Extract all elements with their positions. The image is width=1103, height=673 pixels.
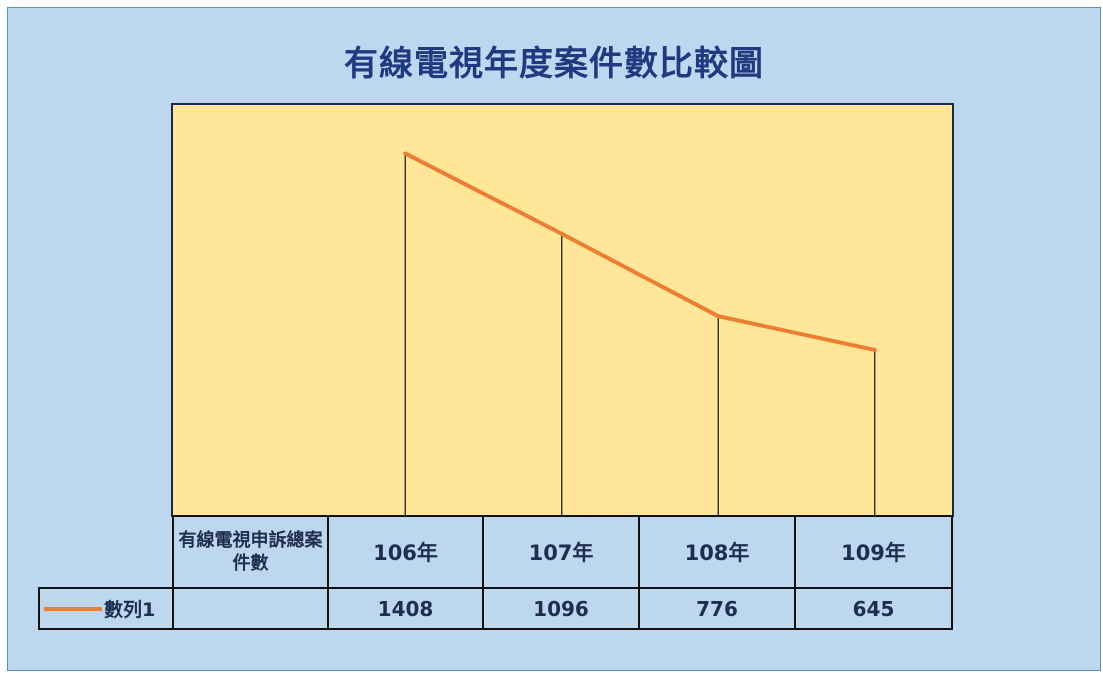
legend-cell: 數列1: [38, 587, 174, 630]
data-point: [716, 314, 721, 319]
category-cell: 109年: [794, 515, 953, 589]
category-label: 109年: [841, 541, 906, 565]
value-label: 776: [696, 596, 738, 621]
category-label: 108年: [684, 541, 750, 565]
chart-title: 有線電視年度案件數比較圖: [344, 44, 764, 84]
value-label: 1096: [533, 596, 589, 621]
row-header-cell: 有線電視申訴總案件數: [172, 515, 329, 589]
category-cell: 108年: [638, 515, 796, 589]
category-label: 107年: [528, 541, 594, 565]
data-point: [872, 347, 877, 352]
category-cell: 106年: [327, 515, 484, 589]
value-cell: 1408: [327, 587, 484, 630]
empty-cell: [172, 587, 329, 630]
row-header-label: 有線電視申訴總案件數: [178, 530, 323, 574]
data-point: [559, 231, 564, 236]
legend-series-name: 數列1: [104, 599, 156, 621]
value-cell: 1096: [482, 587, 640, 630]
value-label: 645: [852, 596, 895, 621]
data-point: [403, 151, 408, 156]
value-cell: 776: [638, 587, 796, 630]
plot-area-background: [171, 103, 954, 517]
value-cell: 645: [794, 587, 953, 630]
category-label: 106年: [373, 541, 438, 565]
value-label: 1408: [377, 596, 434, 621]
legend-line-icon: [44, 606, 102, 611]
category-cell: 107年: [482, 515, 640, 589]
series-line: [404, 151, 876, 352]
